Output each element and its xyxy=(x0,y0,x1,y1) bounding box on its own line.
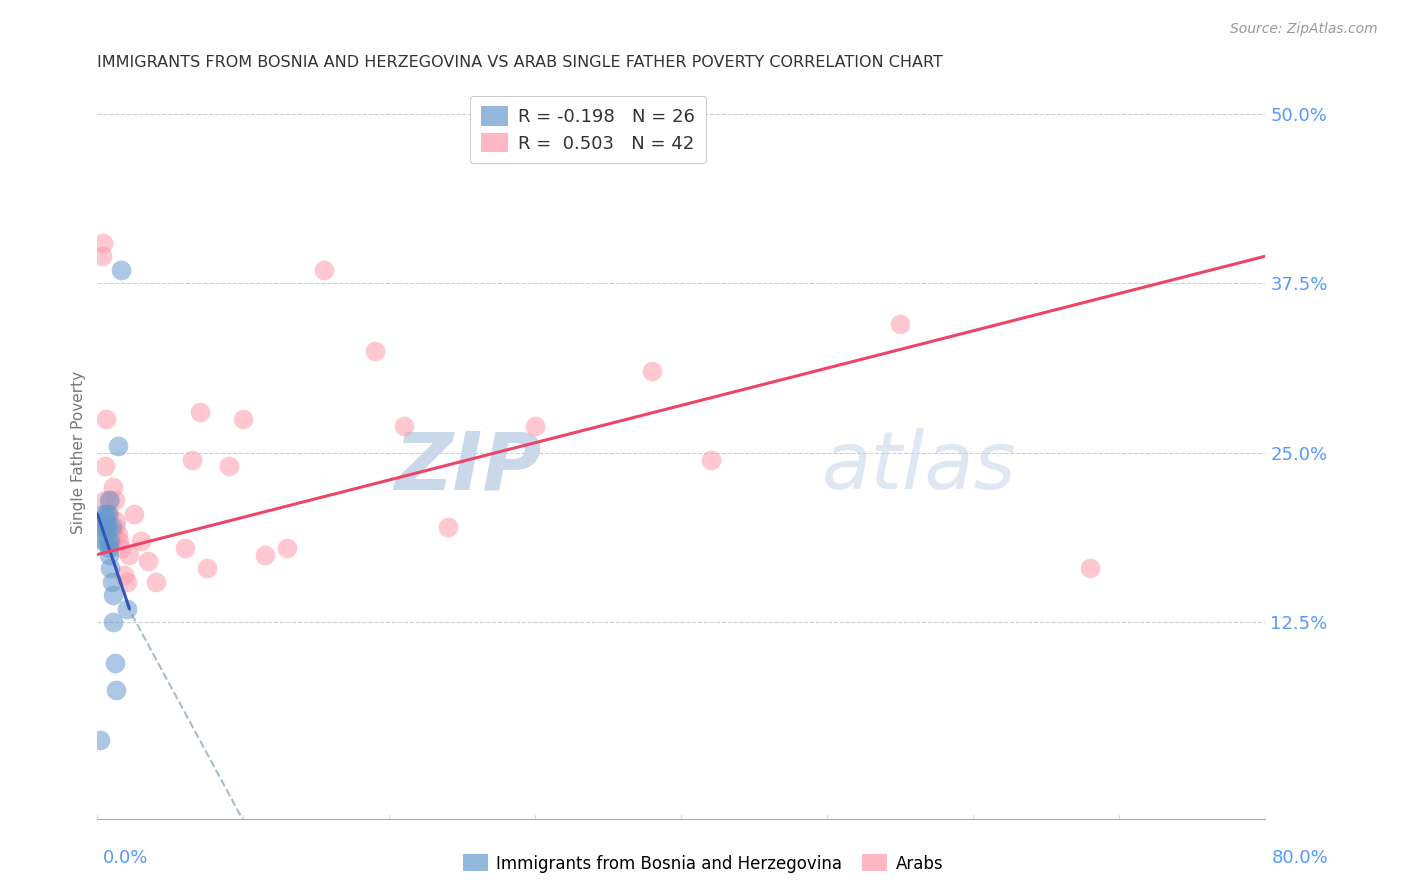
Point xyxy=(104,520,127,534)
Point xyxy=(103,588,125,602)
Point xyxy=(94,507,117,521)
Point xyxy=(364,344,387,359)
Point xyxy=(100,533,122,548)
Point xyxy=(97,533,120,548)
Y-axis label: Single Father Poverty: Single Father Poverty xyxy=(72,371,86,534)
Point xyxy=(93,520,115,534)
Point xyxy=(100,493,122,508)
Point xyxy=(100,533,122,548)
Point xyxy=(889,317,911,331)
Point xyxy=(115,574,138,589)
Point xyxy=(524,418,547,433)
Point xyxy=(392,418,415,433)
Point xyxy=(91,533,114,548)
Point xyxy=(101,520,124,534)
Point xyxy=(90,520,112,534)
Point xyxy=(699,452,721,467)
Point xyxy=(103,480,125,494)
Point xyxy=(181,452,204,467)
Point xyxy=(436,520,458,534)
Legend: Immigrants from Bosnia and Herzegovina, Arabs: Immigrants from Bosnia and Herzegovina, … xyxy=(456,847,950,880)
Point xyxy=(98,548,121,562)
Point xyxy=(97,520,120,534)
Point xyxy=(105,514,128,528)
Point xyxy=(118,548,141,562)
Point xyxy=(101,574,124,589)
Point xyxy=(104,656,127,670)
Point xyxy=(100,561,122,575)
Point xyxy=(93,514,115,528)
Point xyxy=(103,527,125,541)
Text: ZIP: ZIP xyxy=(394,428,541,507)
Point xyxy=(108,533,131,548)
Point xyxy=(641,364,664,378)
Point xyxy=(110,262,132,277)
Point xyxy=(93,493,115,508)
Point xyxy=(93,459,115,474)
Text: 0.0%: 0.0% xyxy=(103,849,148,867)
Point xyxy=(145,574,167,589)
Point xyxy=(89,733,111,747)
Point xyxy=(94,520,117,534)
Point xyxy=(129,533,152,548)
Point xyxy=(122,507,145,521)
Text: 80.0%: 80.0% xyxy=(1272,849,1329,867)
Point xyxy=(312,262,335,277)
Point xyxy=(232,412,254,426)
Point xyxy=(98,541,121,555)
Point xyxy=(104,493,127,508)
Point xyxy=(115,601,138,615)
Point xyxy=(98,493,121,508)
Point xyxy=(107,439,129,453)
Point xyxy=(195,561,218,575)
Point xyxy=(105,683,128,698)
Point xyxy=(188,405,211,419)
Point xyxy=(276,541,298,555)
Point xyxy=(110,541,132,555)
Point xyxy=(94,412,117,426)
Point xyxy=(97,520,120,534)
Point xyxy=(138,554,160,568)
Point xyxy=(103,615,125,630)
Text: atlas: atlas xyxy=(821,428,1017,507)
Point xyxy=(93,533,115,548)
Point xyxy=(174,541,197,555)
Text: IMMIGRANTS FROM BOSNIA AND HERZEGOVINA VS ARAB SINGLE FATHER POVERTY CORRELATION: IMMIGRANTS FROM BOSNIA AND HERZEGOVINA V… xyxy=(97,55,943,70)
Point xyxy=(91,235,114,250)
Point xyxy=(112,567,135,582)
Text: Source: ZipAtlas.com: Source: ZipAtlas.com xyxy=(1230,22,1378,37)
Point xyxy=(90,249,112,263)
Legend: R = -0.198   N = 26, R =  0.503   N = 42: R = -0.198 N = 26, R = 0.503 N = 42 xyxy=(470,95,706,163)
Point xyxy=(1078,561,1101,575)
Point xyxy=(218,459,240,474)
Point xyxy=(254,548,277,562)
Point xyxy=(98,507,121,521)
Point xyxy=(97,507,120,521)
Point xyxy=(107,527,129,541)
Point xyxy=(101,533,124,548)
Point xyxy=(91,507,114,521)
